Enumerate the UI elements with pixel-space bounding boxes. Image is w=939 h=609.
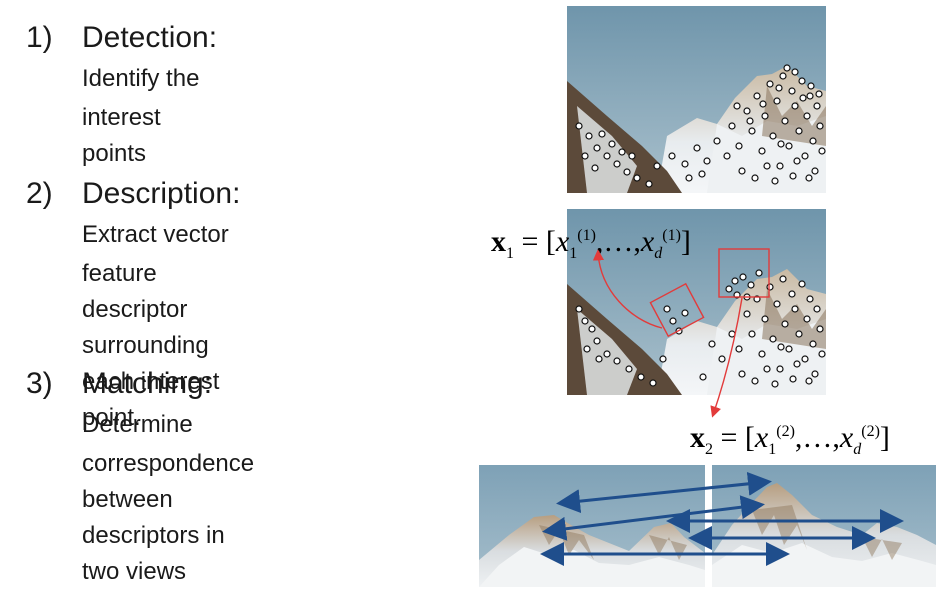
step-number: 2) [26, 177, 53, 210]
formula-element: x [640, 225, 655, 258]
step-description-line: correspondence between [82, 450, 255, 513]
formula-index: 1 [506, 245, 514, 262]
step-body: Detection: Identify the interest points [82, 20, 217, 172]
step-description-line: Identify the [82, 65, 200, 92]
formula-variable: x [491, 225, 506, 258]
step-description-line: each interest point. [82, 368, 220, 431]
step-description-line: descriptors in two views [82, 522, 225, 585]
formula-comma: , [794, 421, 803, 454]
formula-last-subscript: d [853, 441, 862, 458]
formula-comma: , [595, 225, 604, 258]
step-description-line: interest points [82, 104, 161, 167]
formula-equals: = [720, 421, 738, 454]
formula-variable: x [690, 421, 705, 454]
formula-close-bracket: ] [680, 225, 691, 258]
formula-superscript: (1) [577, 227, 596, 244]
formula-superscript: (1) [662, 227, 681, 244]
formula-superscript: (2) [861, 423, 880, 440]
step-body: Matching: Determine correspondence betwe… [82, 366, 254, 590]
formula-ellipsis: … [603, 225, 634, 258]
formula-first-subscript: 1 [768, 441, 777, 458]
formula-ellipsis: … [802, 421, 833, 454]
step-separator: : [232, 177, 241, 210]
formula-superscript: (2) [776, 423, 795, 440]
step-title: Matching [82, 367, 204, 400]
formula-first-subscript: 1 [569, 245, 578, 262]
interest-points [575, 64, 826, 188]
descriptor-region-box [718, 248, 770, 298]
formula-equals: = [521, 225, 539, 258]
step-description-line: Determine [82, 411, 193, 438]
step-number: 1) [26, 21, 53, 54]
formula-close-bracket: ] [879, 421, 890, 454]
step-description-line: Extract vector [82, 221, 229, 248]
mountain-photo-match-right [712, 465, 936, 587]
descriptor-formula-x2: x2 = [x1(2),…,xd(2)] [690, 412, 890, 470]
step-body: Description: Extract vector feature desc… [82, 176, 240, 436]
mountain-photo-detection [567, 6, 826, 193]
step-description-line: feature descriptor surrounding [82, 260, 209, 359]
formula-open-bracket: [ [545, 225, 556, 258]
step-title: Detection [82, 21, 209, 54]
step-separator: : [208, 21, 218, 54]
step-title: Description [82, 177, 233, 210]
formula-open-bracket: [ [744, 421, 755, 454]
formula-element: x [555, 225, 570, 258]
step-number: 3) [26, 367, 53, 400]
formula-index: 2 [705, 441, 713, 458]
interest-points [575, 269, 826, 388]
formula-comma: , [832, 421, 840, 454]
formula-element: x [839, 421, 854, 454]
formula-element: x [754, 421, 769, 454]
descriptor-formula-x1: x1 = [x1(1),…,xd(1)] [491, 216, 691, 274]
formula-comma: , [633, 225, 641, 258]
formula-last-subscript: d [654, 245, 663, 262]
step-separator: : [203, 367, 213, 400]
mountain-photo-match-left [479, 465, 705, 587]
